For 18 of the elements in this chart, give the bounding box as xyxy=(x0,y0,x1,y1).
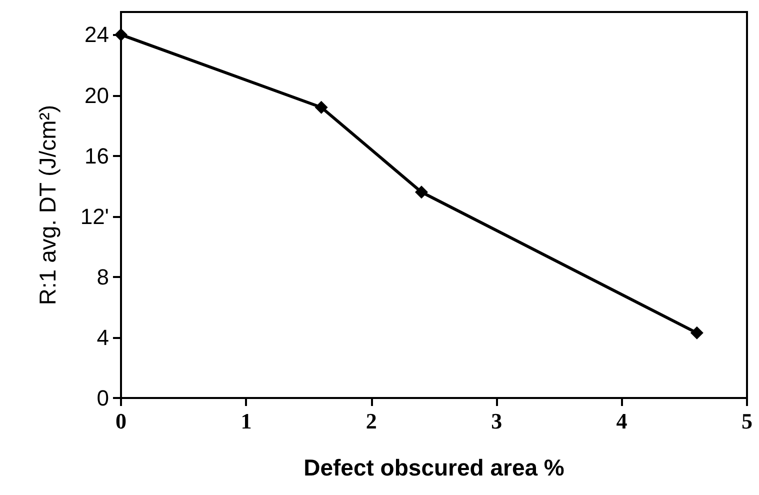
point xyxy=(690,326,704,340)
x-tick-label: 1 xyxy=(240,408,252,434)
y-axis-title: R:1 avg. DT (J/cm²) xyxy=(34,104,60,306)
x-tick-label: 0 xyxy=(116,408,126,434)
x-tick-label: 4 xyxy=(616,408,628,434)
y-tick-label: 12' xyxy=(80,204,109,229)
y-tick-label: 8 xyxy=(96,264,109,290)
y-tick-label: 20 xyxy=(84,82,109,108)
x-axis-title: Defect obscured area % xyxy=(304,454,564,480)
point xyxy=(314,100,328,114)
x-tick-label: 2 xyxy=(366,408,377,434)
y-tick-label: 0 xyxy=(96,386,109,410)
y-tick-label: 24 xyxy=(84,22,109,48)
x-tick-label: 5 xyxy=(742,408,752,434)
point xyxy=(414,186,428,199)
y-tick-label: 4 xyxy=(96,324,109,350)
y-tick-label: 16 xyxy=(84,143,109,168)
x-tick-label: 3 xyxy=(491,408,502,434)
